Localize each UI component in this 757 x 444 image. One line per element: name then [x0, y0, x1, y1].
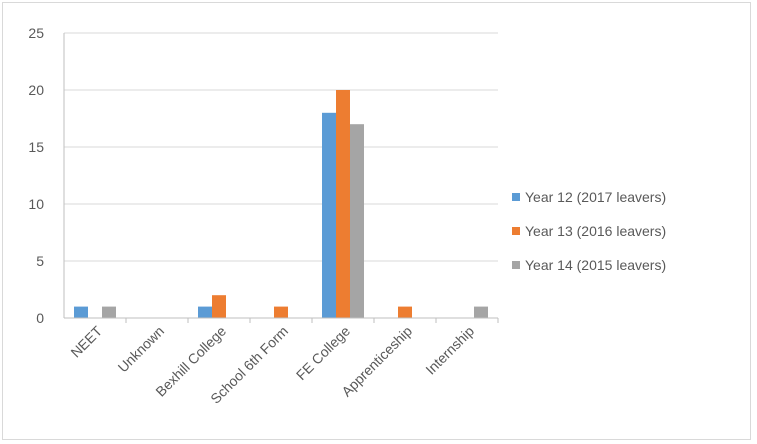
y-tick-label: 5 — [36, 253, 44, 269]
y-tick-label: 0 — [36, 310, 44, 326]
x-tick-label: Unknown — [115, 323, 168, 376]
y-tick-label: 15 — [28, 139, 44, 155]
bar — [74, 306, 88, 318]
bar — [322, 112, 336, 318]
legend: Year 12 (2017 leavers) Year 13 (2016 leav… — [512, 189, 666, 273]
bars — [74, 90, 488, 318]
legend-swatch — [512, 261, 520, 269]
y-tick-label: 20 — [28, 82, 44, 98]
axes — [63, 33, 499, 323]
legend-label: Year 14 (2015 leavers) — [525, 257, 666, 273]
bar — [350, 124, 364, 318]
chart-frame — [2, 2, 751, 440]
bar — [212, 295, 226, 318]
legend-swatch — [512, 227, 520, 235]
x-tick-label: NEET — [67, 322, 105, 360]
legend-label: Year 13 (2016 leavers) — [525, 223, 666, 239]
bar — [198, 306, 212, 318]
bar — [398, 306, 412, 318]
bar — [474, 306, 488, 318]
bar — [274, 306, 288, 318]
bar — [102, 306, 116, 318]
x-tick-label: Internship — [422, 323, 477, 378]
bar — [336, 90, 350, 318]
y-tick-label: 10 — [28, 196, 44, 212]
y-tick-labels: 0 5 10 15 20 25 — [28, 25, 44, 326]
legend-label: Year 12 (2017 leavers) — [525, 189, 666, 205]
legend-swatch — [512, 193, 520, 201]
y-tick-label: 25 — [28, 25, 44, 41]
gridlines — [64, 32, 498, 262]
x-tick-label: FE College — [293, 323, 353, 383]
